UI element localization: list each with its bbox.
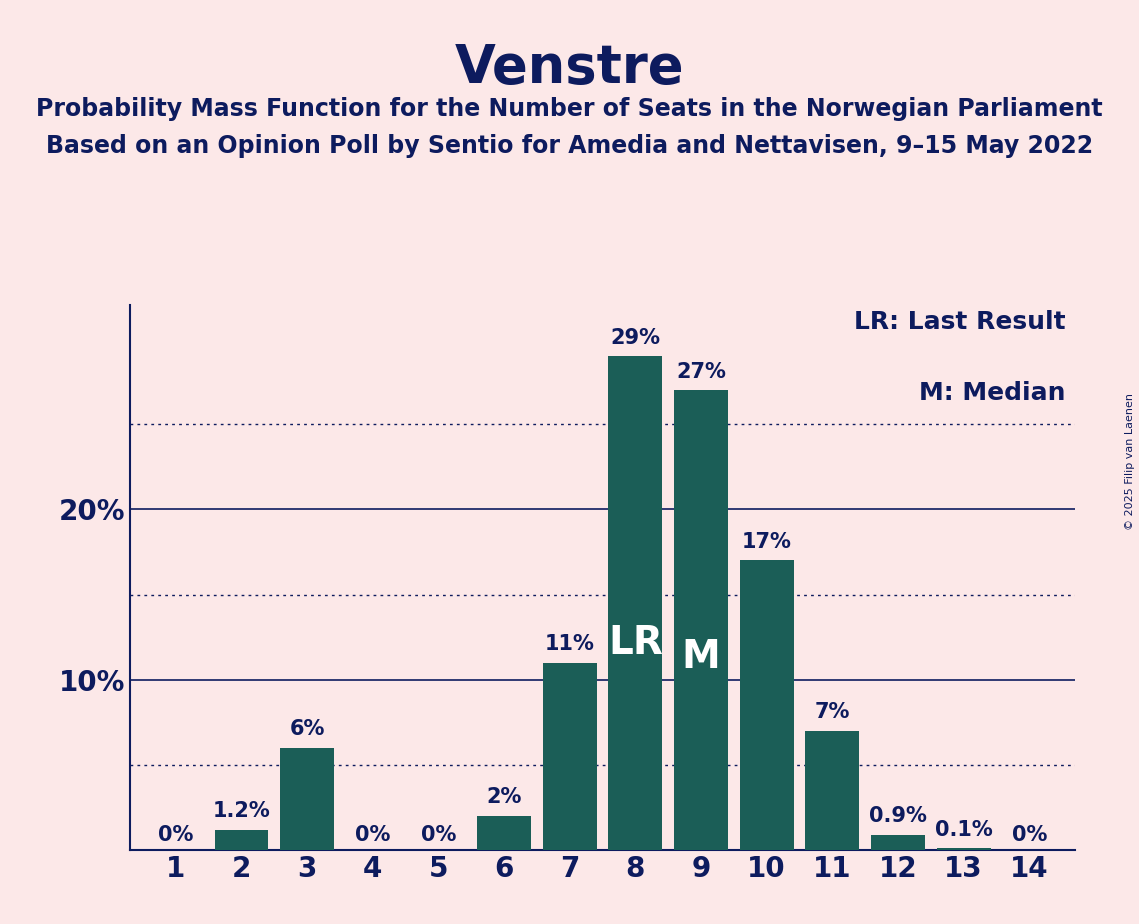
Text: 7%: 7% [814, 702, 850, 723]
Text: 0%: 0% [420, 825, 456, 845]
Text: Venstre: Venstre [454, 42, 685, 93]
Text: 0.1%: 0.1% [935, 820, 992, 840]
Bar [280, 748, 334, 850]
Text: M: Median: M: Median [919, 382, 1066, 406]
Bar [805, 731, 859, 850]
Bar [739, 561, 794, 850]
Text: 27%: 27% [677, 361, 726, 382]
Text: 0%: 0% [355, 825, 391, 845]
Text: M: M [681, 638, 720, 675]
Text: LR: LR [608, 624, 663, 662]
Text: Based on an Opinion Poll by Sentio for Amedia and Nettavisen, 9–15 May 2022: Based on an Opinion Poll by Sentio for A… [46, 134, 1093, 158]
Bar [871, 834, 925, 850]
Text: 0.9%: 0.9% [869, 807, 927, 826]
Bar [214, 830, 269, 850]
Text: 6%: 6% [289, 720, 325, 739]
Bar [608, 356, 662, 850]
Text: 1.2%: 1.2% [213, 801, 270, 821]
Text: 2%: 2% [486, 787, 522, 808]
Text: 0%: 0% [158, 825, 194, 845]
Text: © 2025 Filip van Laenen: © 2025 Filip van Laenen [1125, 394, 1134, 530]
Text: LR: Last Result: LR: Last Result [854, 310, 1066, 334]
Text: 11%: 11% [544, 634, 595, 654]
Text: 17%: 17% [741, 532, 792, 552]
Text: 29%: 29% [611, 327, 661, 347]
Bar [936, 848, 991, 850]
Text: Probability Mass Function for the Number of Seats in the Norwegian Parliament: Probability Mass Function for the Number… [36, 97, 1103, 121]
Bar [477, 816, 531, 850]
Text: 0%: 0% [1011, 825, 1047, 845]
Bar [543, 663, 597, 850]
Bar [674, 390, 728, 850]
